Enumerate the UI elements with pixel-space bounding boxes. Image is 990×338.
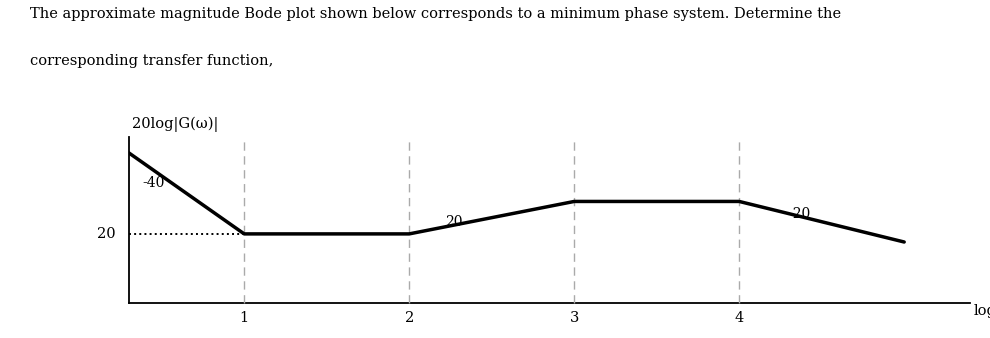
Text: -40: -40: [142, 176, 164, 190]
Text: -20: -20: [789, 207, 811, 221]
Text: log(ω): log(ω): [973, 304, 990, 318]
Text: 20log|G(ω)|: 20log|G(ω)|: [132, 117, 219, 132]
Text: The approximate magnitude Bode plot shown below corresponds to a minimum phase s: The approximate magnitude Bode plot show…: [30, 7, 841, 21]
Text: 20: 20: [446, 215, 463, 229]
Text: 3: 3: [569, 311, 579, 325]
Text: 20: 20: [97, 227, 116, 241]
Text: 2: 2: [405, 311, 414, 325]
Text: 4: 4: [735, 311, 743, 325]
Text: 1: 1: [240, 311, 248, 325]
Text: corresponding transfer function,: corresponding transfer function,: [30, 54, 273, 68]
